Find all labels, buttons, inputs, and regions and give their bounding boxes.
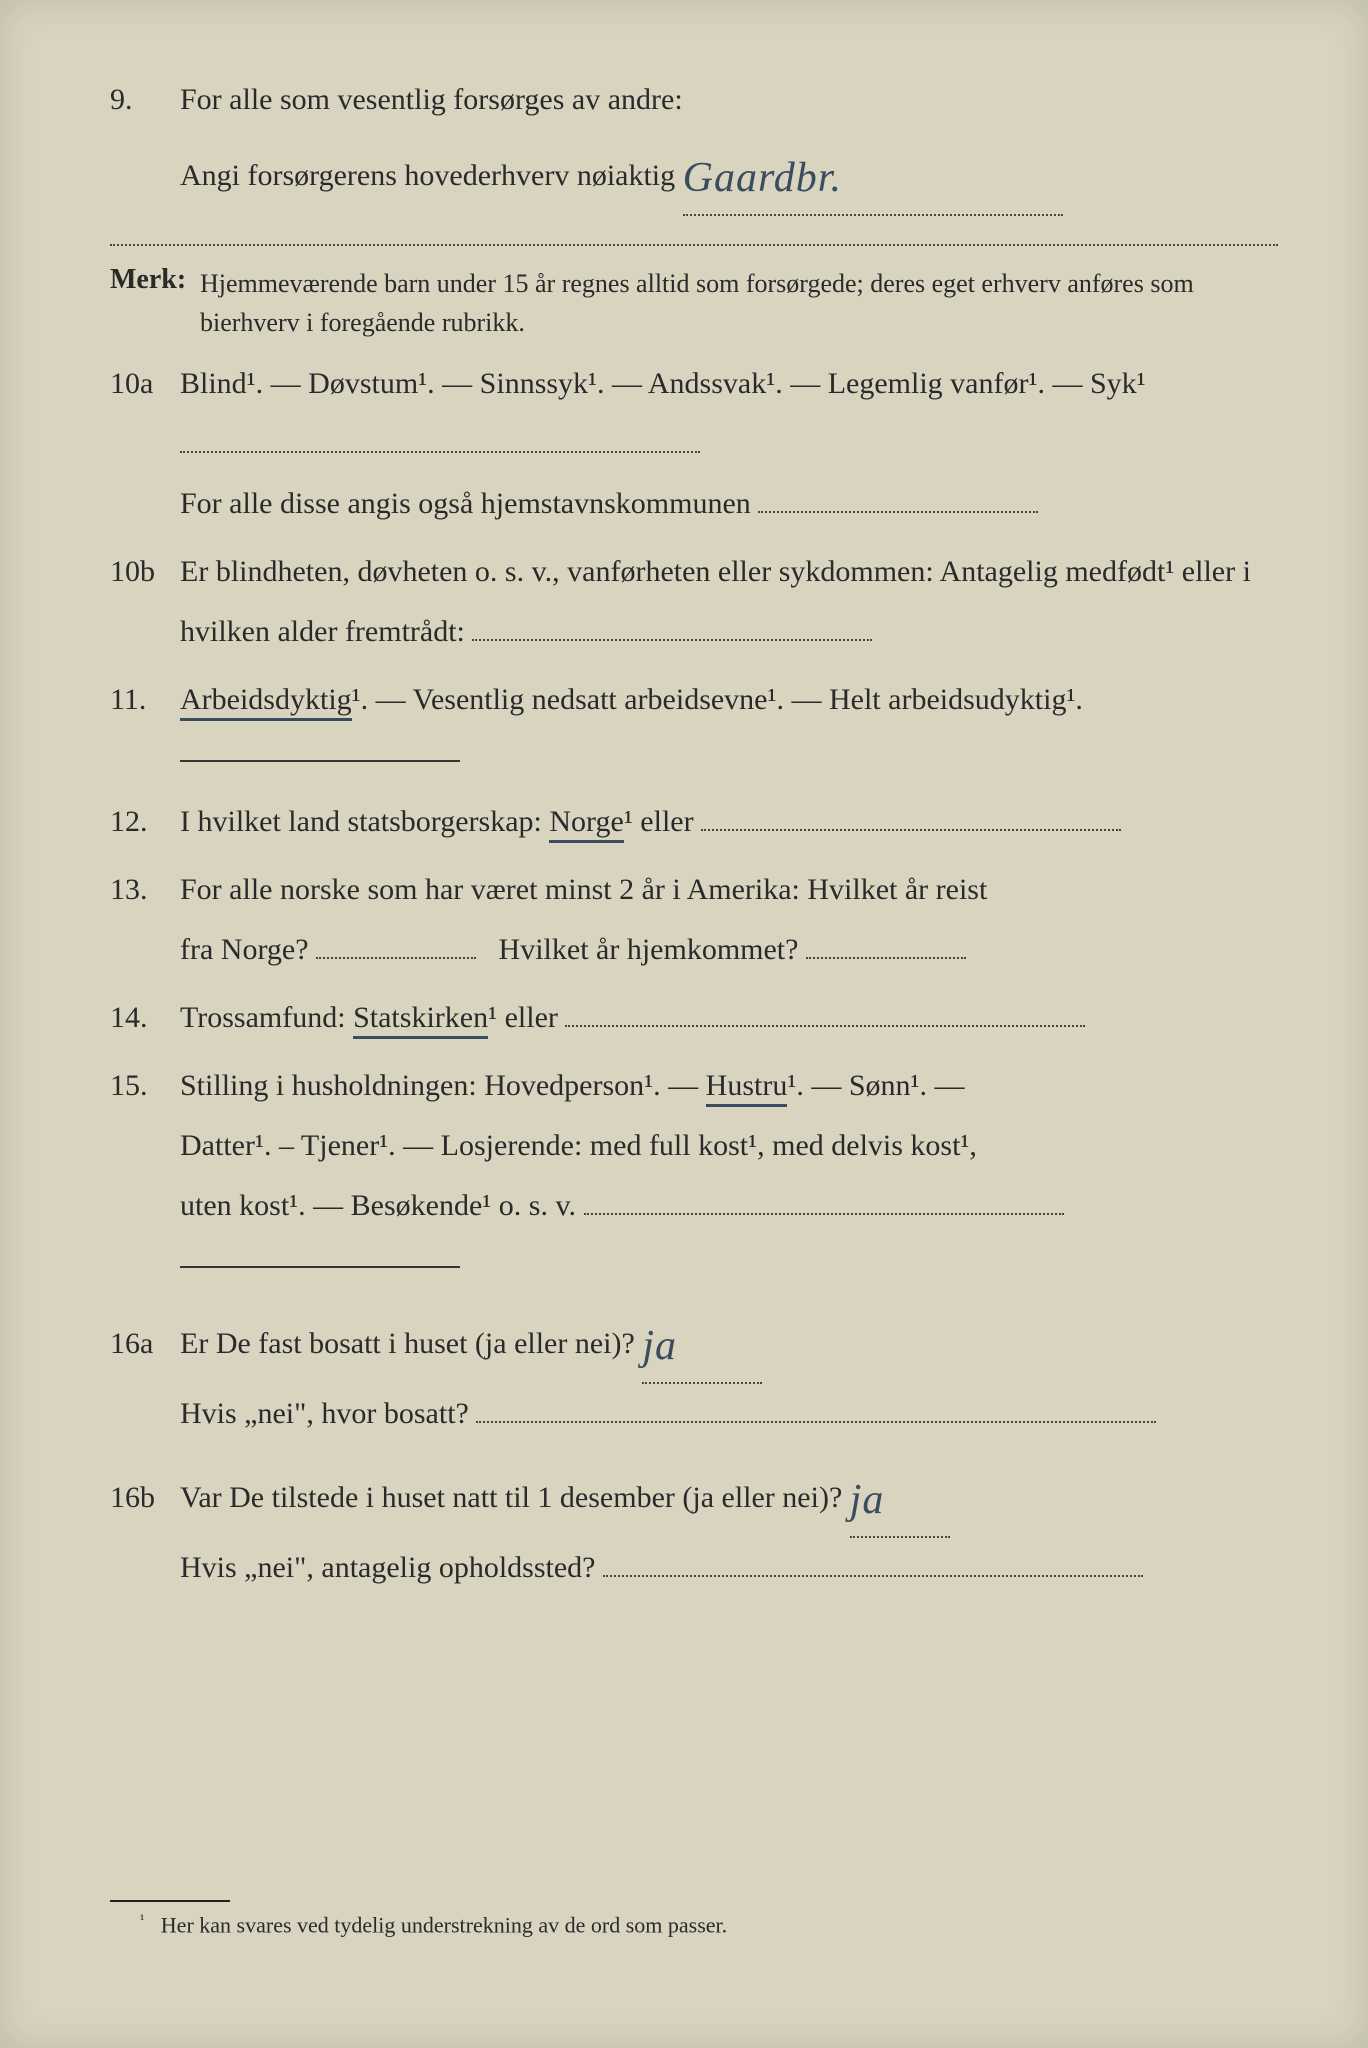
- note-merk: Merk: Hjemmeværende barn under 15 år reg…: [110, 264, 1278, 342]
- q16a-answer-handwritten: ja: [642, 1323, 677, 1369]
- q14-text: Trossamfund: Statskirken¹ eller: [180, 988, 1278, 1048]
- question-10a: 10a Blind¹. — Døvstum¹. — Sinnssyk¹. — A…: [110, 354, 1278, 534]
- q15-prefix: Stilling i husholdningen: Hovedperson¹. …: [180, 1069, 706, 1102]
- q16a-line2: Hvis „nei", hvor bosatt?: [180, 1397, 469, 1430]
- q12-underlined: Norge: [549, 805, 623, 843]
- q15-text: Stilling i husholdningen: Hovedperson¹. …: [180, 1056, 1278, 1236]
- q14-underlined: Statskirken: [353, 1001, 488, 1039]
- q10a-text: Blind¹. — Døvstum¹. — Sinnssyk¹. — Andss…: [180, 354, 1278, 534]
- q12-prefix: I hvilket land statsborgerskap:: [180, 805, 549, 838]
- question-16b: 16b Var De tilstede i huset natt til 1 d…: [110, 1452, 1278, 1598]
- merk-text: Hjemmeværende barn under 15 år regnes al…: [200, 264, 1278, 342]
- q11-rest: ¹. — Vesentlig nedsatt arbeidsevne¹. — H…: [352, 683, 1083, 716]
- question-11: 11. Arbeidsdyktig¹. — Vesentlig nedsatt …: [110, 670, 1278, 730]
- q9-line1: For alle som vesentlig forsørges av andr…: [180, 83, 683, 116]
- footnote-rule: [110, 1900, 230, 1908]
- q10b-number: 10b: [110, 555, 180, 589]
- q9-answer-handwritten: Gaardbr.: [683, 155, 842, 201]
- census-form-page: 9. For alle som vesentlig forsørges av a…: [0, 0, 1368, 2048]
- q15-suffix: ¹. — Sønn¹. —: [787, 1069, 964, 1102]
- q14-suffix: ¹ eller: [488, 1001, 558, 1034]
- q10b-text: Er blindheten, døvheten o. s. v., vanfør…: [180, 542, 1278, 662]
- question-14: 14. Trossamfund: Statskirken¹ eller: [110, 988, 1278, 1048]
- q9-line2-prefix: Angi forsørgerens hovederhverv nøiaktig: [180, 159, 675, 192]
- q11-number: 11.: [110, 683, 180, 717]
- q16a-text: Er De fast bosatt i huset (ja eller nei)…: [180, 1298, 1278, 1444]
- q16b-line2: Hvis „nei", antagelig opholdssted?: [180, 1551, 596, 1584]
- q14-prefix: Trossamfund:: [180, 1001, 353, 1034]
- question-10b: 10b Er blindheten, døvheten o. s. v., va…: [110, 542, 1278, 662]
- merk-label: Merk:: [110, 264, 200, 342]
- q10a-number: 10a: [110, 367, 180, 401]
- q11-underlined-option: Arbeidsdyktig: [180, 683, 352, 721]
- question-13: 13. For alle norske som har været minst …: [110, 860, 1278, 980]
- q15-underlined: Hustru: [706, 1069, 788, 1107]
- q9-text: For alle som vesentlig forsørges av andr…: [180, 70, 1278, 216]
- q12-number: 12.: [110, 805, 180, 839]
- footnote-body: Her kan svares ved tydelig understreknin…: [161, 1912, 727, 1937]
- divider-after-9: [110, 244, 1278, 246]
- q16b-line1: Var De tilstede i huset natt til 1 desem…: [180, 1481, 842, 1514]
- q15-number: 15.: [110, 1069, 180, 1103]
- q16a-line1: Er De fast bosatt i huset (ja eller nei)…: [180, 1327, 635, 1360]
- q16a-number: 16a: [110, 1327, 180, 1361]
- q13-line2b: Hvilket år hjemkommet?: [499, 933, 799, 966]
- q13-line2a: fra Norge?: [180, 933, 309, 966]
- footnote-marker: ¹: [140, 1912, 144, 1928]
- question-9: 9. For alle som vesentlig forsørges av a…: [110, 70, 1278, 216]
- q13-number: 13.: [110, 873, 180, 907]
- divider-after-11: [180, 760, 460, 762]
- q16b-number: 16b: [110, 1481, 180, 1515]
- q11-text: Arbeidsdyktig¹. — Vesentlig nedsatt arbe…: [180, 670, 1278, 730]
- q10a-line2: For alle disse angis også hjemstavnskomm…: [180, 487, 751, 520]
- divider-after-15: [180, 1266, 460, 1268]
- q12-suffix: ¹ eller: [624, 805, 694, 838]
- q9-number: 9.: [110, 83, 180, 117]
- q15-line2: Datter¹. – Tjener¹. — Losjerende: med fu…: [180, 1129, 977, 1162]
- q12-text: I hvilket land statsborgerskap: Norge¹ e…: [180, 792, 1278, 852]
- q16b-text: Var De tilstede i huset natt til 1 desem…: [180, 1452, 1278, 1598]
- q10a-options: Blind¹. — Døvstum¹. — Sinnssyk¹. — Andss…: [180, 367, 1146, 400]
- q14-number: 14.: [110, 1001, 180, 1035]
- question-12: 12. I hvilket land statsborgerskap: Norg…: [110, 792, 1278, 852]
- q15-line3: uten kost¹. — Besøkende¹ o. s. v.: [180, 1189, 576, 1222]
- q13-line1: For alle norske som har været minst 2 år…: [180, 873, 987, 906]
- q13-text: For alle norske som har været minst 2 år…: [180, 860, 1278, 980]
- footnote-text: ¹ Her kan svares ved tydelig understrekn…: [140, 1912, 727, 1938]
- question-15: 15. Stilling i husholdningen: Hovedperso…: [110, 1056, 1278, 1236]
- question-16a: 16a Er De fast bosatt i huset (ja eller …: [110, 1298, 1278, 1444]
- q16b-answer-handwritten: ja: [850, 1477, 885, 1523]
- q10b-text-span: Er blindheten, døvheten o. s. v., vanfør…: [180, 555, 1251, 648]
